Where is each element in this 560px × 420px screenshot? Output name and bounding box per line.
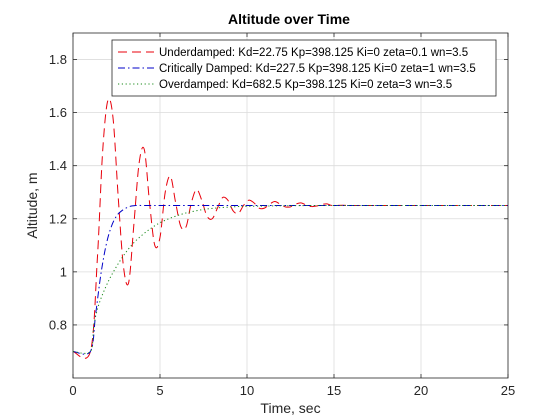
chart-title: Altitude over Time bbox=[228, 11, 350, 27]
series-line-2 bbox=[73, 204, 508, 355]
y-tick-label: 1.4 bbox=[49, 158, 67, 173]
axis-ticks: 0 5 10 15 20 25 0.8 1 1.2 1.4 1.6 1.8 bbox=[49, 33, 515, 398]
y-tick-label: 1.2 bbox=[49, 211, 67, 226]
legend-entry-3: Overdamped: Kd=682.5 Kp=398.125 Ki=0 zet… bbox=[159, 79, 452, 91]
legend-box bbox=[111, 39, 497, 97]
y-tick-label: 1.6 bbox=[49, 105, 67, 120]
x-tick-label: 15 bbox=[327, 383, 341, 398]
y-axis-label: Altitude, m bbox=[24, 172, 40, 238]
y-tick-label: 1 bbox=[60, 264, 67, 279]
plot-frame bbox=[72, 32, 509, 379]
legend: Underdamped: Kd=22.75 Kp=398.125 Ki=0 ze… bbox=[111, 39, 497, 97]
legend-entry-2: Critically Damped: Kd=227.5 Kp=398.125 K… bbox=[159, 63, 476, 75]
x-axis-label: Time, sec bbox=[260, 400, 320, 416]
y-tick-label: 1.8 bbox=[49, 52, 67, 67]
series-line-1 bbox=[73, 98, 508, 359]
y-tick-label: 0.8 bbox=[49, 317, 67, 332]
x-tick-label: 10 bbox=[240, 383, 254, 398]
x-tick-label: 20 bbox=[414, 383, 428, 398]
legend-entry-1: Underdamped: Kd=22.75 Kp=398.125 Ki=0 ze… bbox=[159, 47, 468, 59]
series-lines bbox=[73, 98, 508, 359]
x-tick-label: 5 bbox=[156, 383, 163, 398]
x-tick-label: 25 bbox=[501, 383, 515, 398]
x-tick-label: 0 bbox=[69, 383, 76, 398]
